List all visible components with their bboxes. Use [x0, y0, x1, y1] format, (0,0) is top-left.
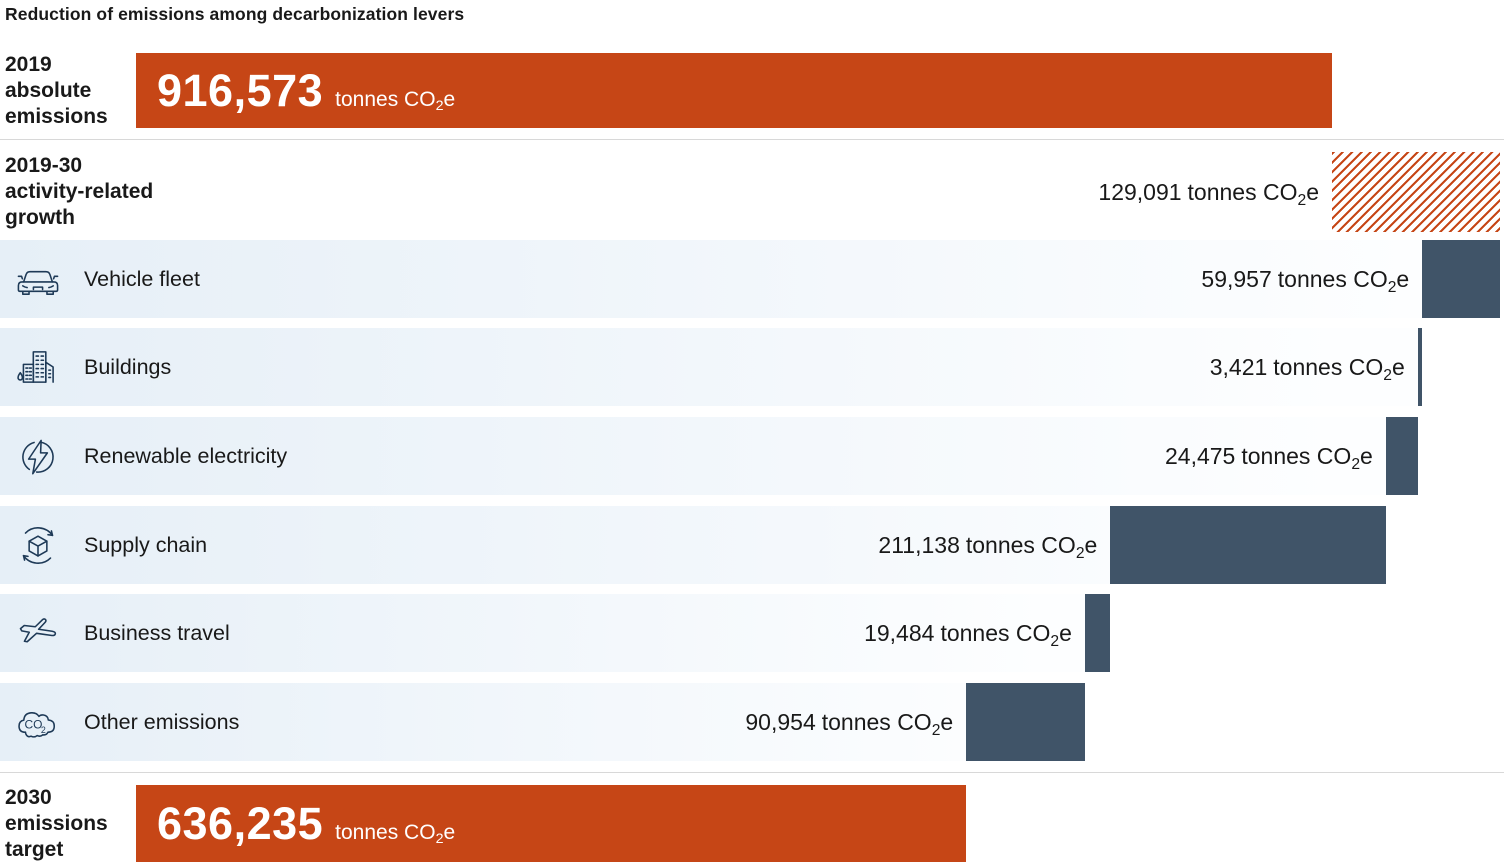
bar-vehicle-fleet — [1422, 240, 1501, 318]
unit-label: tonnes CO2e — [1241, 442, 1373, 473]
row-2019-absolute-emissions: 2019 absolute emissions 916,573 tonnes C… — [0, 53, 1504, 128]
lever-value: 90,954 tonnes CO2e — [745, 708, 954, 739]
lever-label: Vehicle fleet — [84, 266, 200, 291]
lever-label: Buildings — [84, 354, 172, 379]
lever-label: Other emissions — [84, 709, 240, 734]
svg-text:2: 2 — [41, 725, 46, 735]
lever-row-renewable-electricity: Renewable electricity 24,475 tonnes CO2e — [0, 417, 1504, 495]
bar-buildings — [1417, 328, 1423, 406]
lever-row-buildings: Buildings 3,421 tonnes CO2e — [0, 328, 1504, 406]
bar-supply-chain — [1110, 506, 1386, 584]
bar-renewable-electricity — [1385, 417, 1418, 495]
row-band — [0, 240, 1501, 318]
unit-label: tonnes CO2e — [965, 531, 1098, 562]
value-2030: 636,235 — [157, 797, 324, 849]
lever-row-other-emissions: CO 2 Other emissions 90,954 tonnes CO2e — [0, 683, 1504, 761]
airplane-icon — [13, 608, 63, 658]
co2-cloud-icon: CO 2 — [13, 697, 63, 747]
lever-row-business-travel: Business travel 19,484 tonnes CO2e — [0, 594, 1504, 672]
row-activity-growth: 2019-30 activity-related growth 129,091 … — [0, 152, 1504, 232]
lever-value: 211,138 tonnes CO2e — [878, 531, 1098, 562]
chart-title: Reduction of emissions among decarboniza… — [5, 4, 465, 24]
unit-label: tonnes CO2e — [335, 87, 456, 115]
lever-row-supply-chain: Supply chain 211,138 tonnes CO2e — [0, 506, 1504, 584]
row-label-growth: 2019-30 activity-related growth — [5, 154, 154, 229]
section-divider — [0, 772, 1504, 773]
lightning-circle-icon — [13, 431, 63, 481]
bar-activity-growth-hatched — [1332, 152, 1501, 232]
lever-value: 59,957 tonnes CO2e — [1201, 265, 1410, 296]
lever-value: 24,475 tonnes CO2e — [1165, 442, 1373, 473]
unit-label: tonnes CO2e — [940, 619, 1072, 650]
svg-text:CO: CO — [24, 718, 42, 732]
unit-label: tonnes CO2e — [1277, 265, 1410, 296]
lever-label: Renewable electricity — [84, 443, 288, 468]
bar-2019-emissions: 916,573 tonnes CO2e — [136, 53, 1332, 128]
unit-label: tonnes CO2e — [335, 820, 456, 848]
lever-row-vehicle-fleet: Vehicle fleet 59,957 tonnes CO2e — [0, 240, 1504, 318]
row-label-2030: 2030 emissions target — [5, 785, 108, 861]
car-icon — [13, 254, 63, 304]
row-label-2019: 2019 absolute emissions — [5, 52, 108, 128]
unit-label: tonnes CO2e — [821, 708, 954, 739]
bar-other-emissions — [966, 683, 1085, 761]
cube-cycle-icon — [13, 520, 63, 570]
unit-label: tonnes CO2e — [1187, 178, 1319, 209]
lever-value: 19,484 tonnes CO2e — [864, 619, 1072, 650]
bar-business-travel — [1084, 594, 1111, 672]
lever-label: Business travel — [84, 620, 230, 645]
row-band — [0, 683, 1085, 761]
lever-value: 3,421 tonnes CO2e — [1209, 353, 1405, 384]
bar-2030-target: 636,235 tonnes CO2e — [136, 785, 967, 862]
buildings-icon — [13, 342, 63, 392]
lever-label: Supply chain — [84, 532, 208, 557]
unit-label: tonnes CO2e — [1273, 353, 1405, 384]
row-band — [0, 594, 1111, 672]
section-divider — [0, 139, 1504, 140]
row-band — [0, 417, 1418, 495]
value-2019: 916,573 — [157, 64, 324, 116]
row-2030-emissions-target: 2030 emissions target 636,235 tonnes CO2… — [0, 785, 1504, 862]
row-band — [0, 328, 1423, 406]
value-activity-growth: 129,091 tonnes CO2e — [1098, 178, 1319, 209]
